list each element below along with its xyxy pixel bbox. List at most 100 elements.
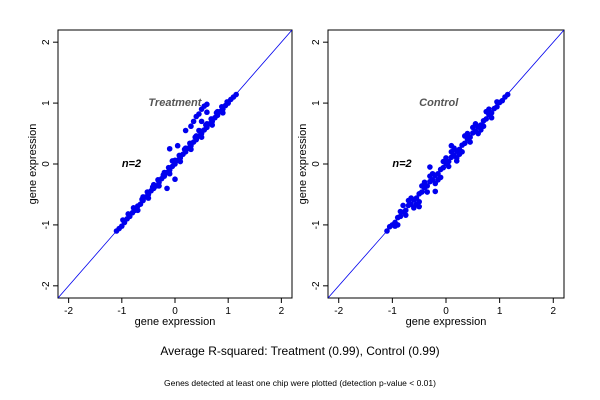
control-x-axis-title: gene expression (406, 316, 487, 328)
treatment-y-axis-title: gene expression (27, 124, 39, 205)
control-x-tick-label: 2 (550, 306, 556, 317)
treatment-point (219, 103, 225, 110)
treatment-point (125, 211, 131, 217)
treatment-point (233, 91, 239, 98)
treatment-x-tick-label: -2 (64, 306, 73, 317)
control-group-label: Control (419, 97, 459, 109)
control-point (432, 180, 439, 187)
treatment-y-tick-label: -1 (41, 220, 52, 229)
treatment-point (145, 195, 152, 201)
treatment-point (166, 170, 173, 177)
control-point (416, 198, 422, 205)
detection-note: Genes detected at least one chip were pl… (164, 378, 436, 388)
control-point (486, 106, 492, 112)
control-n-label: n=2 (392, 158, 411, 170)
treatment-point (224, 99, 230, 105)
treatment-point (190, 118, 197, 125)
treatment-point (220, 110, 226, 116)
control-x-tick-label: -1 (388, 306, 397, 317)
treatment-point (204, 109, 210, 116)
control-point (453, 158, 460, 164)
control-point (402, 207, 409, 214)
control-point (419, 189, 425, 195)
control-point (411, 205, 417, 211)
treatment-n-label: n=2 (122, 158, 141, 170)
treatment-point (176, 152, 183, 159)
treatment-point (130, 205, 137, 211)
control-point (448, 142, 455, 149)
control-y-tick-label: -1 (311, 220, 322, 229)
control-point (461, 140, 468, 147)
control-point (437, 174, 444, 181)
treatment-point (182, 127, 189, 134)
treatment-point (198, 118, 205, 125)
treatment-point (204, 121, 210, 127)
control-x-tick-label: 0 (443, 306, 449, 317)
treatment-point (204, 101, 210, 108)
treatment-panel: -2 -1 0 1 2 -2 -1 0 1 2 gene expression gene expres… (27, 29, 293, 328)
r-squared-caption: Average R-squared: Treatment (0.99), Con… (160, 344, 440, 358)
control-point (416, 203, 422, 210)
control-x-tick-label: 1 (497, 306, 503, 317)
control-y-tick-label: 2 (311, 39, 322, 45)
treatment-point (172, 176, 178, 183)
treatment-point (134, 207, 141, 214)
treatment-point (196, 127, 202, 134)
treatment-x-tick-label: 0 (172, 306, 178, 317)
treatment-y-tick-label: 2 (41, 39, 52, 45)
treatment-point (188, 123, 194, 130)
treatment-point (169, 158, 176, 164)
control-point (402, 212, 409, 218)
treatment-point (144, 189, 151, 195)
control-point (483, 116, 490, 122)
treatment-point (155, 177, 161, 183)
treatment-x-axis-title: gene expression (135, 316, 216, 328)
control-point (405, 197, 412, 204)
treatment-x-tick-label: 1 (225, 306, 231, 317)
control-point (424, 189, 431, 195)
treatment-point (150, 181, 157, 188)
control-y-tick-label: -2 (311, 281, 322, 290)
treatment-group-label: Treatment (148, 97, 202, 109)
control-point (443, 155, 449, 161)
control-y-tick-label: 1 (311, 100, 322, 106)
control-point (445, 163, 452, 170)
treatment-x-tick-label: -1 (117, 306, 126, 317)
control-point (480, 123, 487, 130)
treatment-point (165, 164, 172, 171)
treatment-point (164, 185, 170, 192)
treatment-point (214, 108, 221, 115)
control-point (384, 228, 390, 234)
control-point (504, 91, 511, 98)
control-y-axis-title: gene expression (297, 124, 309, 205)
control-x-tick-label: -2 (334, 306, 343, 317)
control-point (494, 103, 500, 110)
control-point (470, 124, 476, 131)
control-point (397, 213, 404, 220)
treatment-point (174, 142, 181, 149)
control-point (448, 149, 455, 155)
treatment-point (182, 145, 189, 151)
treatment-point (177, 158, 184, 165)
treatment-point (188, 146, 194, 153)
treatment-point (209, 122, 216, 128)
control-point (494, 99, 500, 105)
control-point (421, 179, 428, 186)
treatment-point (196, 111, 202, 117)
treatment-point (156, 183, 162, 189)
control-point (394, 222, 401, 228)
control-point (459, 149, 465, 155)
treatment-y-tick-label: 1 (41, 100, 52, 106)
control-point (464, 130, 471, 137)
treatment-x-tick-label: 2 (279, 306, 285, 317)
control-point (467, 139, 473, 145)
control-point (440, 164, 447, 171)
treatment-point (208, 116, 214, 122)
treatment-y-tick-label: -2 (41, 281, 52, 290)
treatment-point (140, 194, 146, 200)
treatment-point (198, 134, 205, 140)
control-point (432, 188, 439, 195)
treatment-y-tick-label: 0 (41, 161, 52, 167)
control-point (427, 173, 433, 179)
